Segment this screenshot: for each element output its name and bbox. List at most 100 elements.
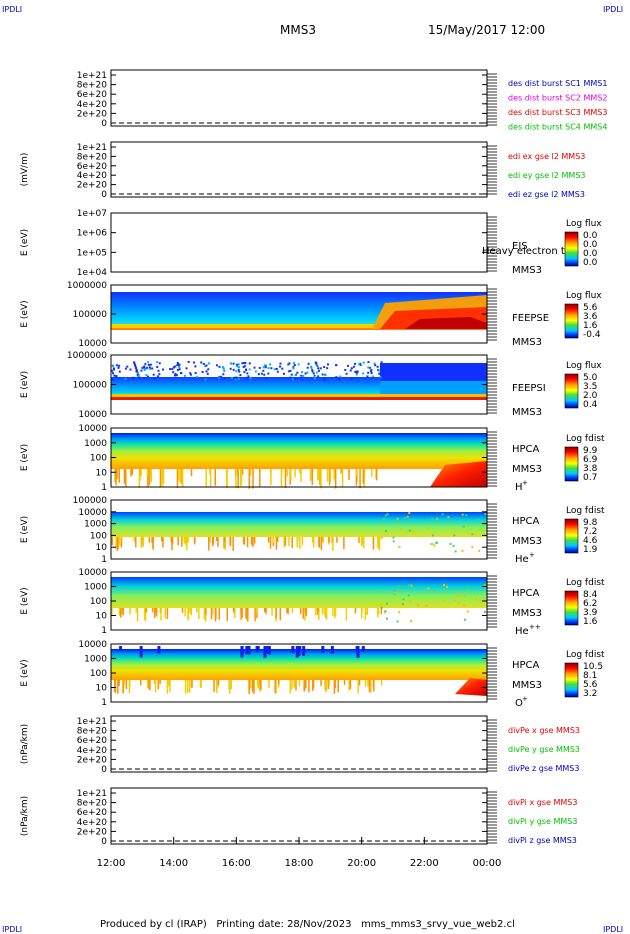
instrument-name: FEEPSI [512,383,546,394]
x-tick-label: 00:00 [473,858,502,869]
plot-datetime: 15/May/2017 12:00 [428,23,546,37]
instrument-sub: MMS3 [512,608,542,619]
x-tick-label: 16:00 [222,858,251,869]
colorbar-value: 3.6 [583,312,598,322]
instrument-sub: MMS3 [512,337,542,348]
species-label: O [515,698,523,709]
y-tick-label: 100 [90,531,107,541]
y-tick-label: 6e+20 [77,162,108,172]
feepse-max [405,317,487,329]
instrument-name: HPCA [512,444,540,455]
species-label: H [515,482,523,493]
colorbar-value: 3.2 [583,689,597,699]
y-axis-label: E (eV) [20,444,30,471]
panel-8: 10000 1000 100 10 1 E (eV) HPCA MMS3 He ++ Log fdi… [20,568,605,637]
y-axis-label: (nPa/km) [20,724,30,764]
legend-entry: des dist burst SC4 MMS4 [508,123,607,132]
colorbar [564,303,579,339]
y-tick-label: 100000 [73,496,108,506]
instrument-name: EIS [512,241,528,252]
colorbar-value: 1.9 [583,545,598,555]
y-tick-label: 1 [101,555,107,565]
colorbar-title: Log fdist [566,578,605,588]
y-tick-label: 10000 [78,508,107,518]
legend-entry: des dist burst SC2 MMS2 [508,94,607,103]
instrument-sub: MMS3 [512,464,542,475]
y-tick-label: 8e+20 [77,152,108,162]
instrument-name: HPCA [512,588,540,599]
y-tick-label: 100000 [73,310,108,320]
colorbar-value: 4.6 [583,536,598,546]
feepsi-late-mid [380,381,487,394]
top-left-tag: IPDLI [2,5,23,14]
legend-entry: edi ez gse l2 MMS3 [508,190,585,199]
y-tick-label: 8e+20 [77,81,108,91]
feepsi-sparse-counts [111,361,383,381]
x-tick-label: 12:00 [97,858,126,869]
legend-entry: divPe y gse MMS3 [508,745,580,754]
hpca-spikes [111,537,381,551]
y-tick-label: 2e+20 [77,755,108,765]
y-tick-label: 1000000 [67,351,107,361]
y-tick-label: 1e+21 [77,717,107,727]
colorbar-value: 0.0 [583,231,598,241]
y-tick-label: 1000 [84,520,107,530]
x-tick-label: 18:00 [285,858,314,869]
y-tick-label: 1000 [84,655,107,665]
bottom-right-tag: IPDLI [603,925,624,934]
y-tick-label: 6e+20 [77,736,108,746]
y-tick-label: 10 [96,612,108,622]
y-axis-label: E (eV) [20,659,30,686]
colorbar-value: 5.6 [583,303,598,313]
y-tick-label: 2e+20 [77,109,108,119]
legend-entry: divPe z gse MMS3 [508,764,579,773]
y-tick-label: 1000 [84,583,107,593]
panel-frame [110,787,488,845]
colorbar-value: 8.1 [583,671,597,681]
y-tick-label: 100000 [73,381,108,391]
overlay-label: Heavy electron to [482,246,571,257]
y-tick-label: 8e+20 [77,799,108,809]
y-tick-label: 10 [96,543,108,553]
hpca-late-scatter [380,584,486,623]
y-axis-label: (mV/m) [20,153,30,187]
y-tick-label: 2e+20 [77,827,108,837]
y-tick-label: 4e+20 [77,100,108,110]
y-tick-label: 1e+21 [77,143,107,153]
colorbar-title: Log fdist [566,434,605,444]
y-tick-label: 1e+06 [77,229,108,239]
colorbar-value: 3.5 [583,382,597,392]
feepse-low-band [111,324,487,329]
y-tick-label: 10 [96,684,108,694]
hpca-spikes [111,608,383,622]
hpca-o-blobs [119,646,365,658]
panel-frame [110,499,488,560]
y-tick-label: 1e+21 [77,71,107,81]
species-label: He [515,626,529,637]
y-tick-label: 2e+20 [77,181,108,191]
species-charge: + [529,551,535,559]
legend-entry: divPe x gse MMS3 [508,726,580,735]
y-axis-label: E (eV) [20,371,30,398]
y-tick-label: 4e+20 [77,746,108,756]
colorbar-value: 1.6 [583,617,598,627]
instrument-sub: MMS3 [512,536,542,547]
y-axis-label: E (eV) [20,587,30,614]
y-tick-label: 1e+21 [77,789,107,799]
instrument-name: HPCA [512,516,540,527]
colorbar-title: Log flux [566,219,602,229]
colorbar-title: Log flux [566,291,602,301]
species-charge: + [522,479,528,487]
y-axis-label: E (eV) [20,229,30,256]
y-axis-label: E (eV) [20,516,30,543]
y-tick-label: 0 [101,765,107,775]
colorbar-title: Log flux [566,361,602,371]
hpca-o-hot [455,678,487,696]
x-tick-label: 20:00 [347,858,376,869]
y-tick-label: 1e+04 [77,268,108,278]
y-tick-label: 1e+05 [77,248,107,258]
colorbar-value: 6.2 [583,599,597,609]
